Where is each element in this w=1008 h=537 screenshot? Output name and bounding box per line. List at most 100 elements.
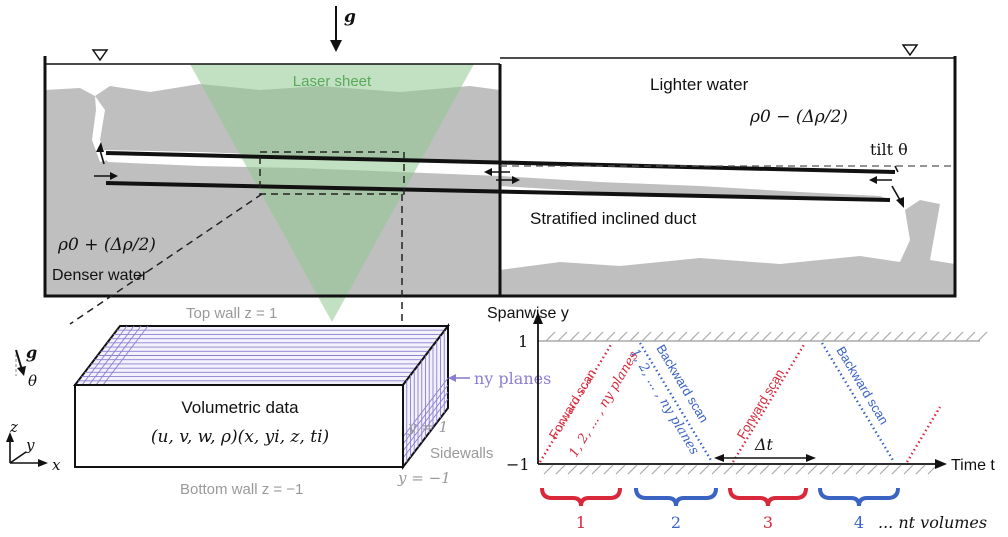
axis-x-head [38, 459, 48, 467]
volume-number-3: 3 [763, 513, 773, 532]
brace-1 [540, 487, 622, 507]
wall-hatch [891, 464, 902, 475]
time-axis-label: Time t [951, 457, 995, 474]
box-right-hatching [402, 330, 449, 463]
axis-x-label: x [52, 456, 61, 474]
wall-hatch [663, 464, 674, 475]
wall-hatch [687, 464, 698, 475]
axes-triad [9, 440, 40, 464]
wall-hatch [615, 464, 626, 475]
bottom-wall-hatch [543, 464, 938, 475]
gravity-label: g [344, 7, 356, 27]
forward-scan-label-2: Forward scan [734, 366, 787, 441]
wall-hatch [545, 331, 556, 342]
wall-hatch [855, 464, 866, 475]
tank: g Laser sheet Lighter water ρ0 − (Δρ/2) … [43, 6, 957, 325]
wall-hatch [831, 464, 842, 475]
wall-hatch [785, 331, 796, 342]
top-wall-hatch [545, 331, 988, 342]
wall-hatch [699, 464, 710, 475]
flow-arrow-mid-left-head [484, 168, 492, 176]
wall-hatch [953, 331, 964, 342]
wall-hatch [591, 464, 602, 475]
forward-scan-line-3 [905, 406, 942, 463]
flow-arrow-right-down-head [896, 197, 904, 208]
left-surface-marker-icon [91, 49, 109, 62]
wall-hatch [915, 464, 926, 475]
volumetric-formula: (u, v, w, ρ)(x, yi, z, ti) [151, 427, 329, 447]
small-theta-label: θ [28, 372, 37, 390]
axis-z-label: z [9, 418, 18, 436]
duct-label: Stratified inclined duct [530, 209, 697, 228]
volumetric-box: Top wall z = 1 Bottom wall z = −1 Volume… [6, 305, 551, 498]
wall-hatch [629, 331, 640, 342]
hatch-line [402, 377, 449, 438]
wall-hatch [759, 464, 770, 475]
wall-hatch [653, 331, 664, 342]
ny-planes-label: ny planes [474, 369, 551, 388]
y-minus-label: y = −1 [397, 469, 451, 487]
wall-hatch [761, 331, 772, 342]
flow-arrow-left-up [99, 149, 105, 165]
right-duct-water [500, 176, 890, 200]
wall-hatch [713, 331, 724, 342]
wall-hatch [593, 331, 604, 342]
laser-sheet [190, 64, 474, 322]
right-surface-marker-icon [901, 44, 919, 57]
right-bottom-water [500, 200, 955, 296]
wall-hatch [603, 464, 614, 475]
dt-arrow-left-head [714, 454, 724, 462]
wall-hatch [807, 464, 818, 475]
flow-arrow-left-up-head [96, 142, 104, 152]
wall-hatch [737, 331, 748, 342]
axis-z-head [6, 432, 14, 442]
wall-hatch [819, 464, 830, 475]
time-axis-head [935, 459, 947, 469]
wall-hatch [941, 331, 952, 342]
spanwise-axis-head [533, 312, 543, 324]
wall-hatch [543, 464, 554, 475]
flow-arrow-right-down [891, 185, 901, 201]
wall-hatch [557, 331, 568, 342]
hatch-line [102, 325, 149, 386]
wall-hatch [639, 464, 650, 475]
brace-2 [634, 487, 718, 507]
wall-hatch [905, 331, 916, 342]
volumetric-label: Volumetric data [181, 398, 299, 417]
wall-hatch [843, 464, 854, 475]
bottom-tick-label: −1 [506, 455, 530, 474]
wall-hatch [711, 464, 722, 475]
wall-hatch [917, 331, 928, 342]
hatch-line [95, 325, 142, 386]
wall-hatch [845, 331, 856, 342]
sidewalls-label: Sidewalls [430, 445, 493, 462]
backward-scan-line-1 [638, 342, 714, 463]
brace-4 [818, 487, 900, 507]
wall-hatch [903, 464, 914, 475]
hatch-line [402, 398, 449, 459]
wall-hatch [569, 331, 580, 342]
wall-hatch [701, 331, 712, 342]
top-tick-label: 1 [518, 332, 528, 351]
wall-hatch [833, 331, 844, 342]
flow-arrow-left-in-head [110, 172, 118, 180]
zoom-line-left [69, 193, 263, 325]
laser-sheet-label: Laser sheet [293, 73, 372, 90]
wall-hatch [783, 464, 794, 475]
hatch-line [402, 391, 449, 452]
small-g-arrow-head-icon [17, 366, 26, 376]
wall-hatch [821, 331, 832, 342]
wall-hatch [605, 331, 616, 342]
tilt-angle-arc [894, 165, 899, 173]
wall-hatch [795, 464, 806, 475]
wall-hatch [857, 331, 868, 342]
volume-number-4: 4 [854, 513, 864, 532]
small-g-arrow-icon [15, 349, 23, 371]
denser-water-label: Denser water [52, 267, 148, 284]
hatch-line [88, 325, 135, 386]
top-wall-label: Top wall z = 1 [186, 305, 277, 322]
box-top-hatching [78, 325, 445, 386]
small-g-label: g [26, 343, 37, 362]
backward-scan-line-2 [820, 342, 896, 463]
timing-diagram: Spanwise y 1 −1 Time t Forward scan 1, 2… [487, 305, 995, 532]
